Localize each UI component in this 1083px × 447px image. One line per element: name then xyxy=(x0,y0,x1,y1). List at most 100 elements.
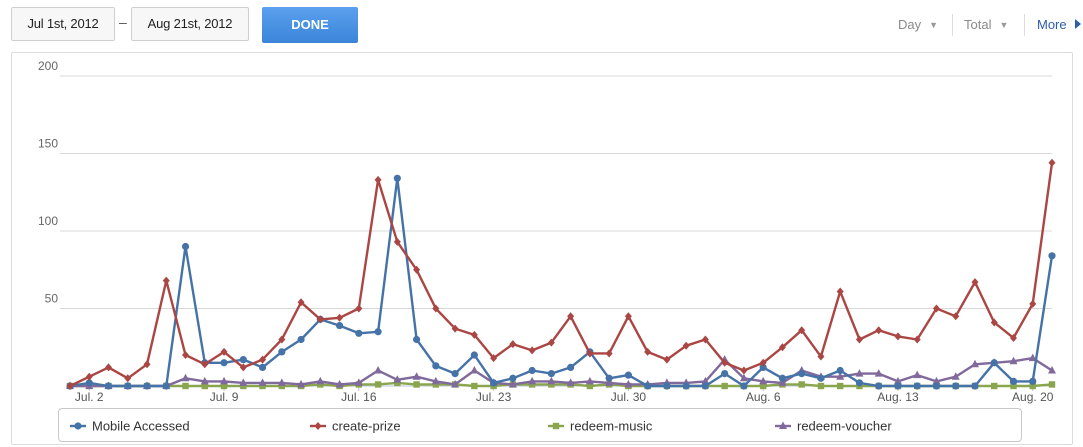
data-point-mobile-accessed xyxy=(470,351,478,359)
data-point-redeem-voucher xyxy=(431,376,440,385)
data-point-mobile-accessed xyxy=(778,374,787,382)
data-point-mobile-accessed xyxy=(412,335,421,344)
data-point-redeem-voucher xyxy=(778,378,787,386)
chart-panel xyxy=(11,52,1073,445)
data-point-redeem-voucher xyxy=(412,372,421,380)
data-point-redeem-music xyxy=(278,382,286,390)
data-point-create-prize xyxy=(547,338,555,347)
data-point-create-prize xyxy=(817,352,825,361)
x-tick-label: Aug. 20 xyxy=(1012,390,1054,404)
y-tick-label: 150 xyxy=(38,137,58,151)
end-date-button[interactable]: Aug 21st, 2012 xyxy=(131,7,249,41)
data-point-mobile-accessed xyxy=(875,382,883,390)
data-point-mobile-accessed xyxy=(220,359,228,367)
data-point-mobile-accessed xyxy=(567,363,575,371)
y-tick-label: 50 xyxy=(45,292,59,306)
data-point-redeem-voucher xyxy=(374,366,383,374)
chevron-right-icon[interactable] xyxy=(1075,19,1081,29)
data-point-mobile-accessed xyxy=(913,382,921,390)
data-point-mobile-accessed xyxy=(855,379,864,387)
aggregate-label: Total xyxy=(964,17,992,32)
data-point-mobile-accessed xyxy=(355,329,363,337)
data-point-redeem-voucher xyxy=(470,366,479,374)
data-point-redeem-music xyxy=(240,382,247,390)
data-point-redeem-music xyxy=(548,381,555,388)
data-point-create-prize xyxy=(605,349,613,358)
data-point-create-prize xyxy=(759,358,767,367)
x-tick-label: Jul. 2 xyxy=(75,390,104,404)
data-point-redeem-music xyxy=(817,382,825,390)
data-point-redeem-music xyxy=(1010,382,1017,390)
x-tick-label: Jul. 16 xyxy=(341,390,377,404)
data-point-redeem-voucher xyxy=(566,378,575,386)
data-point-create-prize xyxy=(567,312,575,321)
data-point-create-prize xyxy=(1029,299,1037,308)
data-point-redeem-voucher xyxy=(354,378,363,386)
legend-marker-mobile-accessed xyxy=(74,422,82,430)
legend-label-mobile-accessed: Mobile Accessed xyxy=(92,419,190,434)
data-point-redeem-voucher xyxy=(759,376,768,385)
data-point-mobile-accessed xyxy=(701,382,710,390)
series-line-create-prize xyxy=(69,162,1054,388)
data-point-mobile-accessed xyxy=(1048,252,1056,260)
data-point-redeem-music xyxy=(991,382,998,390)
data-point-redeem-voucher xyxy=(200,376,209,385)
data-point-mobile-accessed xyxy=(181,242,190,251)
data-point-redeem-voucher xyxy=(585,376,594,385)
data-point-redeem-voucher xyxy=(297,379,306,388)
data-point-redeem-voucher xyxy=(855,369,864,377)
x-tick-label: Jul. 9 xyxy=(210,390,239,404)
data-point-redeem-music xyxy=(721,382,728,390)
legend-label-redeem-voucher: redeem-voucher xyxy=(797,419,892,434)
data-point-create-prize xyxy=(586,349,594,358)
data-point-create-prize xyxy=(182,351,190,359)
data-point-mobile-accessed xyxy=(547,370,555,378)
start-date-button[interactable]: Jul 1st, 2012 xyxy=(11,7,115,41)
data-point-redeem-voucher xyxy=(277,378,286,386)
data-point-create-prize xyxy=(220,347,228,356)
data-point-mobile-accessed xyxy=(124,382,132,390)
data-point-create-prize xyxy=(297,298,305,307)
data-point-mobile-accessed xyxy=(759,363,767,371)
data-point-redeem-voucher xyxy=(220,376,229,385)
data-point-redeem-voucher xyxy=(874,369,883,377)
data-point-mobile-accessed xyxy=(85,379,93,387)
data-point-mobile-accessed xyxy=(682,382,690,390)
data-point-redeem-voucher xyxy=(624,379,633,388)
data-point-create-prize xyxy=(490,354,498,363)
interval-label: Day xyxy=(898,17,922,32)
data-point-redeem-music xyxy=(413,381,420,388)
data-point-create-prize xyxy=(278,335,286,344)
data-point-redeem-music xyxy=(432,381,440,388)
data-point-create-prize xyxy=(894,332,902,341)
data-point-mobile-accessed xyxy=(104,382,113,390)
done-button[interactable]: DONE xyxy=(262,7,358,43)
data-point-create-prize xyxy=(66,382,74,390)
data-point-mobile-accessed xyxy=(798,370,806,378)
data-point-redeem-music xyxy=(1048,381,1056,388)
data-point-redeem-voucher xyxy=(451,379,460,388)
x-tick-label: Aug. 6 xyxy=(746,390,781,404)
data-point-create-prize xyxy=(740,366,748,375)
data-point-create-prize xyxy=(952,312,960,321)
interval-dropdown[interactable]: Day ▼ xyxy=(898,17,938,32)
data-point-mobile-accessed xyxy=(721,370,729,378)
data-point-redeem-voucher xyxy=(316,376,325,385)
data-point-mobile-accessed xyxy=(393,174,401,182)
data-point-redeem-music xyxy=(394,379,401,387)
data-point-create-prize xyxy=(528,346,536,355)
data-point-mobile-accessed xyxy=(451,370,459,378)
data-point-redeem-music xyxy=(201,382,208,390)
data-point-create-prize xyxy=(105,363,113,372)
data-point-mobile-accessed xyxy=(932,382,941,390)
data-point-create-prize xyxy=(432,304,440,313)
more-link[interactable]: More xyxy=(1037,17,1067,32)
data-point-redeem-voucher xyxy=(739,373,748,382)
data-point-redeem-voucher xyxy=(335,379,344,388)
aggregate-dropdown[interactable]: Total ▼ xyxy=(964,17,1008,32)
data-point-create-prize xyxy=(701,335,709,344)
data-point-redeem-voucher xyxy=(893,376,902,385)
data-point-mobile-accessed xyxy=(258,363,267,371)
data-point-create-prize xyxy=(971,278,979,287)
data-point-redeem-music xyxy=(759,382,767,390)
